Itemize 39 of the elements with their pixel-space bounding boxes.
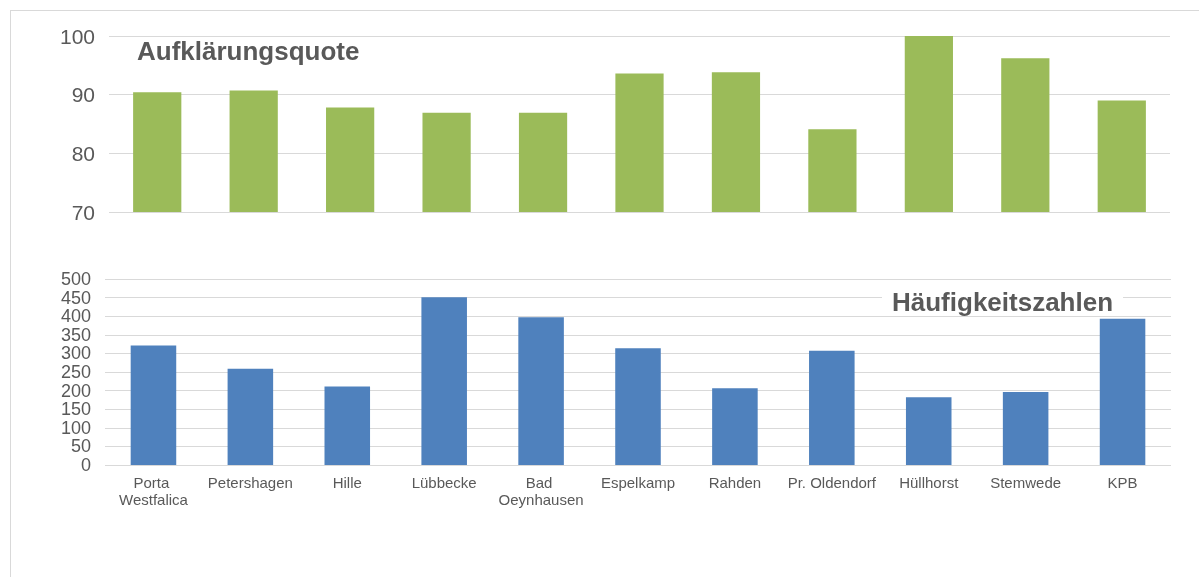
y-tick-label: 80 <box>71 141 95 165</box>
y-tick-label: 200 <box>60 380 91 401</box>
y-tick-label: 100 <box>59 24 95 48</box>
x-tick-label: Hüllhorst <box>899 474 960 491</box>
y-tick-label: 450 <box>60 287 91 308</box>
y-tick-label: 250 <box>60 362 91 382</box>
bar <box>324 386 371 465</box>
bar <box>615 348 661 465</box>
y-tick-label: 350 <box>60 324 91 345</box>
x-tick-label: Espelkamp <box>600 474 676 491</box>
x-tick-label: Porta Westfalica <box>118 474 189 508</box>
y-tick-label: 500 <box>60 269 91 289</box>
y-tick-label: 300 <box>60 343 91 364</box>
x-tick-label: Petershagen <box>207 474 293 491</box>
x-tick-label: Lübbecke <box>411 474 477 491</box>
bar <box>905 397 952 465</box>
chart-title: Häufigkeitszahlen <box>892 287 1114 317</box>
bar <box>421 297 467 465</box>
x-tick-label: Rahden <box>708 474 762 491</box>
y-tick-label: 0 <box>80 455 91 475</box>
bar <box>1099 318 1146 465</box>
x-tick-label: Hille <box>332 474 362 491</box>
x-tick-label: Stemwede <box>990 474 1062 491</box>
y-tick-label: 50 <box>70 436 91 457</box>
chart-title: Aufklärungsquote <box>137 36 360 66</box>
y-tick-label: 100 <box>60 417 91 438</box>
bar <box>712 388 758 465</box>
bar <box>518 317 564 465</box>
bar <box>130 345 177 465</box>
x-tick-label: KPB <box>1107 474 1138 491</box>
y-tick-label: 70 <box>71 200 95 224</box>
y-tick-label: 400 <box>60 306 91 327</box>
y-tick-label: 90 <box>71 83 95 107</box>
y-tick-label: 150 <box>60 399 91 420</box>
x-tick-label: Bad Oeynhausen <box>498 474 584 508</box>
x-tick-label: Pr. Oldendorf <box>787 474 877 491</box>
bar <box>809 350 855 465</box>
bar <box>227 368 274 465</box>
bar <box>1002 392 1049 465</box>
